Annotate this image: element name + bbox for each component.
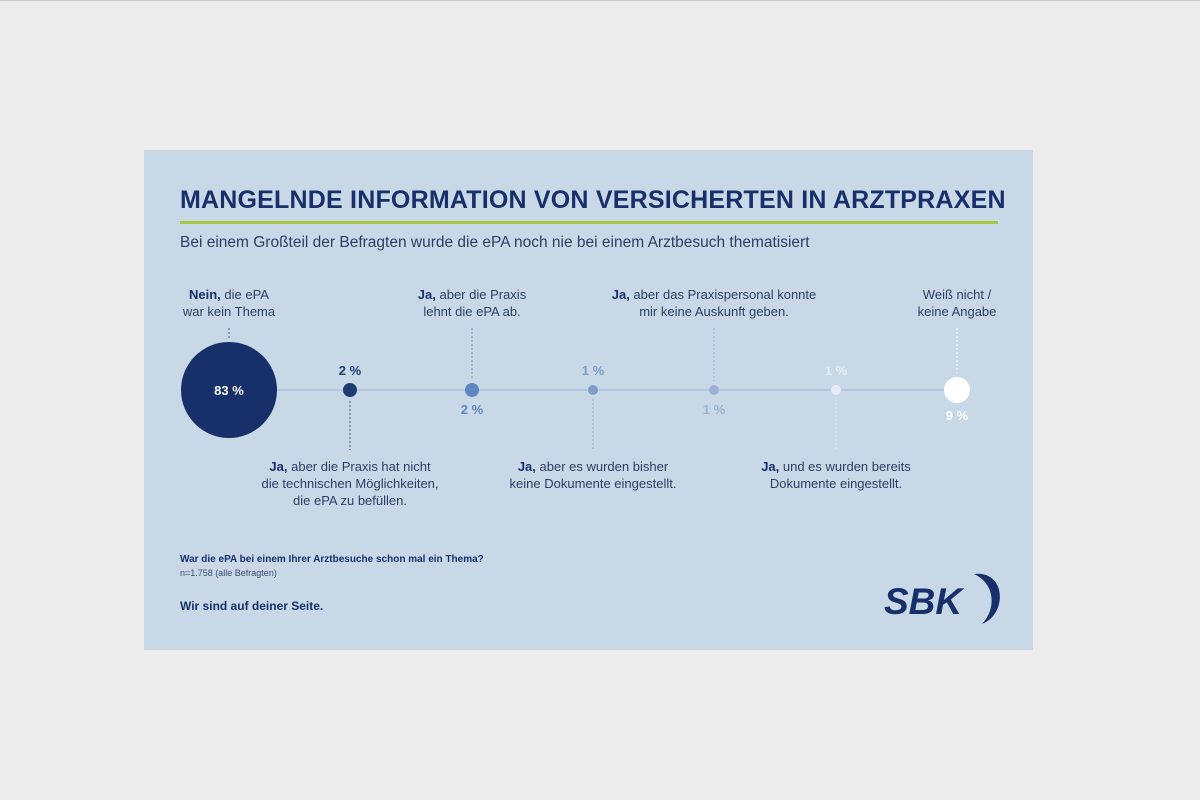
data-label-3: 1 % <box>582 363 605 378</box>
category-label-line: war kein Thema <box>182 304 276 319</box>
category-label-line: die technischen Möglichkeiten, <box>261 476 439 491</box>
category-label-line: die ePA zu befüllen. <box>293 493 407 508</box>
category-label-line: Ja, aber das Praxispersonal konnte <box>611 287 817 302</box>
logo-text: SBK <box>884 581 964 622</box>
logo-swoosh <box>974 573 1000 624</box>
category-label-line: Dokumente eingestellt. <box>769 476 903 491</box>
category-label-bold: Ja, <box>611 287 634 302</box>
category-label-6: Weiß nicht / keine Angabe <box>918 286 997 320</box>
data-label-2: 2 % <box>461 402 484 417</box>
category-label-line: keine Dokumente eingestellt. <box>509 476 677 491</box>
category-label-1: Ja, aber die Praxis hat nicht die technis… <box>261 458 438 509</box>
data-label-5: 1 % <box>825 363 848 378</box>
chart-subtitle: Bei einem Großteil der Befragten wurde d… <box>180 234 810 251</box>
sbk-logo: SBK <box>884 573 1000 624</box>
sample-size: n=1.758 (alle Befragten) <box>180 568 277 578</box>
category-label-line: keine Angabe <box>917 304 997 319</box>
data-label-0: 83 % <box>214 383 244 398</box>
chart-title: MANGELNDE INFORMATION VON VERSICHERTEN I… <box>180 186 1006 214</box>
data-bubble-4 <box>709 385 719 395</box>
category-label-line: lehnt die ePA ab. <box>423 304 521 319</box>
category-label-line: mir keine Auskunft geben. <box>639 304 789 319</box>
category-label-line: Ja, und es wurden bereits <box>761 459 911 474</box>
data-bubble-6 <box>944 377 970 403</box>
data-label-6: 9 % <box>946 408 969 423</box>
category-label-4: Ja, aber das Praxispersonal konnte mir ke… <box>612 286 817 320</box>
category-label-5: Ja, und es wurden bereits Dokumente einge… <box>761 458 911 492</box>
category-label-line: Ja, aber die Praxis hat nicht <box>269 459 431 474</box>
infographic-card: MANGELNDE INFORMATION VON VERSICHERTEN I… <box>144 150 1033 650</box>
bubble-chart: 83 % 2 % 2 % 1 % 1 % 1 % 9 % <box>181 328 970 450</box>
category-label-0: Nein, die ePA war kein Thema <box>183 286 275 320</box>
category-label-2: Ja, aber die Praxis lehnt die ePA ab. <box>418 286 526 320</box>
data-bubble-5 <box>831 385 841 395</box>
top-border-line <box>0 0 1200 1</box>
data-label-1: 2 % <box>339 363 362 378</box>
category-label-bold: Ja, <box>761 459 783 474</box>
category-label-bold: Nein, <box>189 287 225 302</box>
category-label-bold: Ja, <box>417 287 440 302</box>
survey-question: War die ePA bei einem Ihrer Arztbesuche … <box>180 554 484 565</box>
data-bubble-3 <box>588 385 598 395</box>
category-label-line: Weiß nicht / <box>922 287 992 302</box>
category-label-bold: Ja, <box>517 459 540 474</box>
category-label-line: Ja, aber es wurden bisher <box>517 459 669 474</box>
title-underline <box>180 221 998 224</box>
data-bubble-0 <box>181 342 277 438</box>
slogan: Wir sind auf deiner Seite. <box>180 599 324 613</box>
data-bubble-2 <box>465 383 479 397</box>
data-bubble-1 <box>343 383 357 397</box>
category-label-bold: Ja, <box>269 459 292 474</box>
category-label-line: Ja, aber die Praxis <box>417 287 527 302</box>
data-label-4: 1 % <box>703 402 726 417</box>
category-label-line: Nein, die ePA <box>189 287 269 302</box>
category-label-3: Ja, aber es wurden bisher keine Dokumente… <box>510 458 677 492</box>
